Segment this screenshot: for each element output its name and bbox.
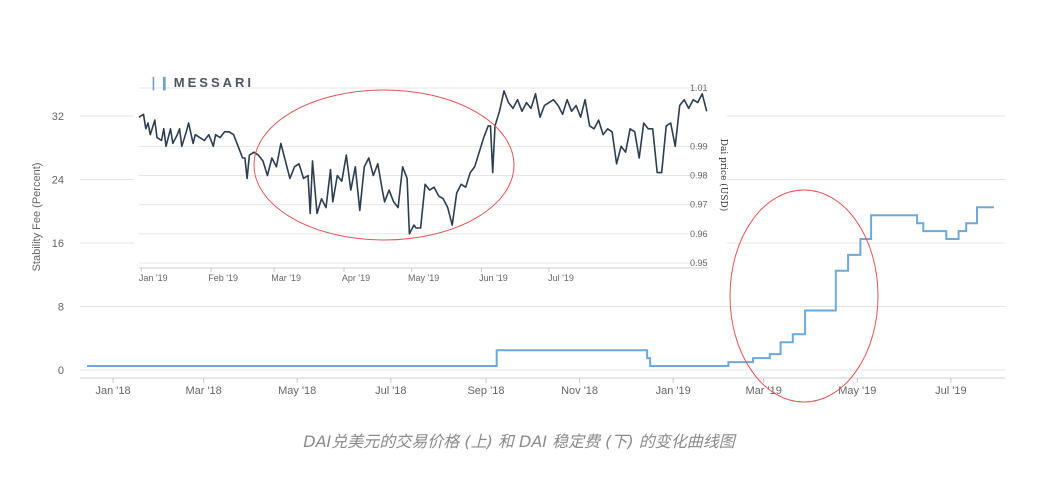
fee-x-tick-label: May '18 [278, 385, 316, 397]
price-x-tick-label: Feb '19 [208, 273, 238, 283]
fee-y-axis-label: Stability Fee (Percent) [31, 163, 43, 272]
messari-logo-icon: ❘❙ [148, 75, 170, 90]
price-highlight-circle [253, 89, 515, 241]
price-x-tick-label: Jun '19 [479, 273, 508, 283]
price-y-tick-label: 0.97 [690, 200, 708, 210]
price-x-tick-labels: Jan '19 Feb '19 Mar '19 Apr '19 May '19 Jun '… [139, 268, 574, 283]
fee-x-tick-label: Jan '19 [656, 385, 691, 397]
fee-y-tick-label: 32 [52, 111, 64, 123]
price-series-line [138, 90, 708, 235]
price-y-tick-label: 0.99 [690, 141, 708, 151]
fee-x-tick-label: Mar '19 [746, 385, 782, 397]
fee-x-tick-label: Sep '18 [467, 385, 504, 397]
price-y-axis-label: Dai price (USD) [718, 139, 729, 211]
fee-x-tick-label: Jan '18 [96, 385, 131, 397]
fee-x-tick-label: Mar '18 [185, 385, 221, 397]
fee-x-tick-label: Nov '18 [561, 385, 598, 397]
messari-logo-text: MESSARI [173, 75, 255, 90]
fee-y-tick-label: 8 [58, 302, 64, 314]
fee-y-tick-labels: 0 8 16 24 32 [52, 111, 64, 377]
figure-caption: DAI兑美元的交易价格 (上) 和 DAI 稳定费 (下) 的变化曲线图 [303, 432, 735, 451]
price-x-tick-label: Apr '19 [342, 273, 370, 283]
fee-x-tick-label: Jul '19 [935, 385, 966, 397]
price-y-tick-label: 1.01 [690, 83, 708, 93]
dai-price-chart: 0.95 0.96 0.97 0.98 0.99 1.01 Jan '19 Feb '19 M… [134, 57, 729, 295]
fee-x-tick-labels: Jan '18 Mar '18 May '18 Jul '18 Sep '18 Nov '… [96, 378, 967, 397]
fee-y-tick-label: 24 [52, 175, 64, 187]
messari-logo: ❘❙ MESSARI [148, 75, 254, 91]
fee-series-line [87, 206, 994, 367]
price-x-tick-label: May '19 [408, 273, 439, 283]
price-x-tick-label: Mar '19 [271, 273, 301, 283]
fee-highlight-circle [729, 189, 879, 403]
price-y-tick-label: 0.98 [690, 171, 708, 181]
fee-x-tick-label: Jul '18 [375, 385, 406, 397]
price-y-tick-labels: 0.95 0.96 0.97 0.98 0.99 1.01 [690, 83, 708, 268]
fee-y-tick-label: 16 [52, 238, 64, 250]
price-x-tick-label: Jan '19 [139, 273, 168, 283]
fee-x-tick-label: May '19 [838, 385, 876, 397]
price-y-tick-label: 0.95 [690, 258, 708, 268]
price-y-tick-label: 0.96 [690, 229, 708, 239]
fee-y-tick-label: 0 [58, 365, 64, 377]
price-x-tick-label: Jul '19 [548, 273, 574, 283]
